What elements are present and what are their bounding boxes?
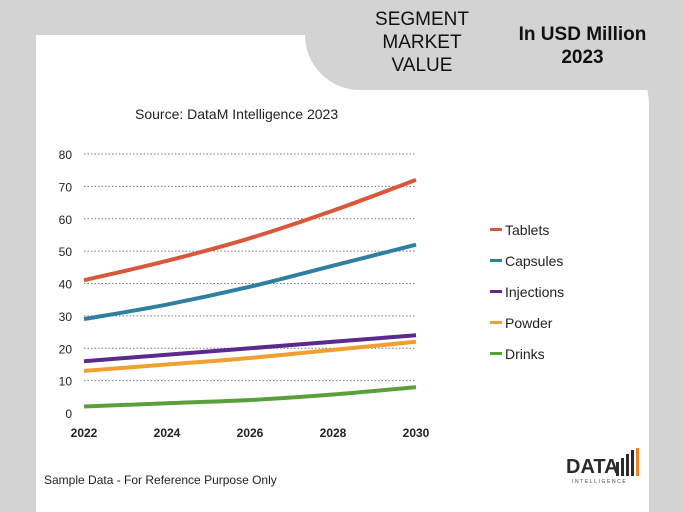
y-tick-label: 60 xyxy=(59,213,73,227)
legend-swatch xyxy=(490,352,502,355)
x-tick-label: 2026 xyxy=(237,426,264,440)
y-tick-label: 40 xyxy=(59,278,73,292)
y-tick-label: 50 xyxy=(59,245,73,259)
y-tick-label: 80 xyxy=(59,148,73,162)
datam-logo: DATA INTELLIGENCE xyxy=(566,448,644,488)
legend-item-drinks: Drinks xyxy=(490,338,564,369)
legend-item-injections: Injections xyxy=(490,276,564,307)
series-line-drinks xyxy=(83,385,417,409)
logo-subtext: INTELLIGENCE xyxy=(572,479,628,485)
series-line-powder xyxy=(83,339,417,373)
legend-swatch xyxy=(490,290,502,293)
legend-item-powder: Powder xyxy=(490,307,564,338)
legend-label: Powder xyxy=(505,314,553,331)
legend-swatch xyxy=(490,259,502,262)
y-tick-label: 30 xyxy=(59,310,73,324)
legend-item-capsules: Capsules xyxy=(490,245,564,276)
series-line-tablets xyxy=(83,178,417,283)
unit-title: In USD Million 2023 xyxy=(518,24,647,68)
legend-swatch xyxy=(490,228,502,231)
legend-item-tablets: Tablets xyxy=(490,214,564,245)
footer-note: Sample Data - For Reference Purpose Only xyxy=(44,473,277,487)
legend-label: Capsules xyxy=(505,252,564,269)
header-tab xyxy=(305,0,683,90)
x-tick-label: 2030 xyxy=(403,426,430,440)
logo-bars-icon xyxy=(616,448,639,476)
x-tick-label: 2024 xyxy=(154,426,181,440)
legend-label: Drinks xyxy=(505,345,545,362)
legend-label: Tablets xyxy=(505,221,550,238)
chart-source: Source: DataM Intelligence 2023 xyxy=(135,106,339,122)
legend-label: Injections xyxy=(505,283,565,300)
x-tick-label: 2028 xyxy=(320,426,347,440)
y-tick-label: 0 xyxy=(65,407,72,421)
y-tick-label: 20 xyxy=(59,342,73,356)
series-line-injections xyxy=(83,333,417,364)
y-tick-label: 10 xyxy=(59,375,73,389)
segment-market-value-title: SEGMENT MARKET VALUE xyxy=(375,9,469,76)
chart-panel xyxy=(36,35,649,512)
x-tick-label: 2022 xyxy=(71,426,98,440)
legend-swatch xyxy=(490,321,502,324)
chart-legend: Tablets Capsules Injections Powder Drinks xyxy=(490,214,564,369)
logo-text: DATA xyxy=(566,456,619,478)
series-line-capsules xyxy=(83,242,417,322)
y-tick-label: 70 xyxy=(59,180,73,194)
